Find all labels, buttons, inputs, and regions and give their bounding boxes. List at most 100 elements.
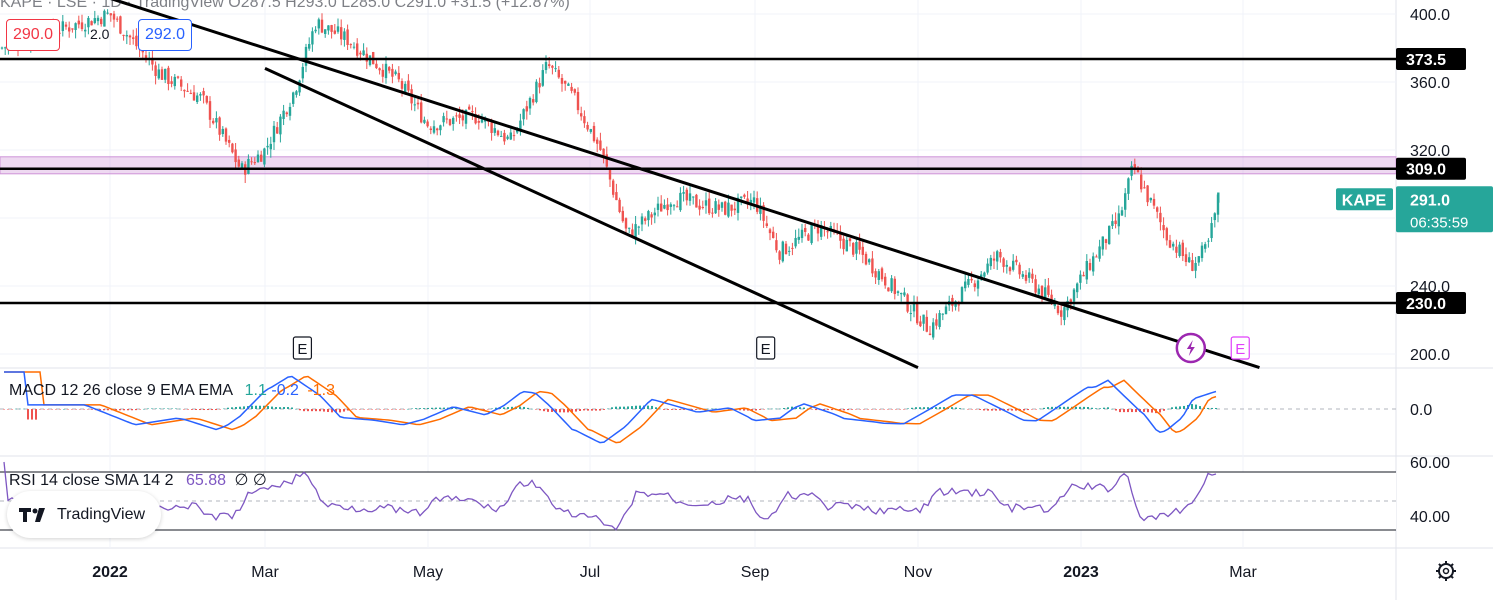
sell-price-button[interactable]: 290.0 xyxy=(6,19,61,51)
macd-legend[interactable]: MACD 12 26 close 9 EMA EMA 1.1 -0.2 -1.3 xyxy=(9,382,335,400)
candle-body xyxy=(752,197,756,203)
candle-body xyxy=(1028,272,1031,278)
candle-body xyxy=(298,80,301,93)
macd-hist-bar xyxy=(859,409,861,410)
candle-body xyxy=(666,204,669,211)
tradingview-logo-text: TradingView xyxy=(57,505,146,523)
candle-body xyxy=(1072,289,1076,302)
macd-hist-bar xyxy=(715,408,717,410)
candle-last xyxy=(1217,192,1220,203)
macd-hist-bar xyxy=(1199,406,1201,409)
candle-body xyxy=(352,46,356,48)
macd-hist-bar xyxy=(1119,409,1121,413)
macd-hist-bar xyxy=(935,407,937,409)
candle-body xyxy=(692,196,695,198)
candle-body xyxy=(682,192,685,194)
macd-hist-bar xyxy=(1031,409,1033,410)
candle-body xyxy=(1146,185,1149,203)
macd-hist-bar xyxy=(511,406,513,409)
candle-body xyxy=(1127,178,1130,194)
macd-hist-bar xyxy=(483,409,485,410)
time-axis-label: 2022 xyxy=(92,564,128,581)
candle-body xyxy=(304,46,308,66)
candle-body xyxy=(61,21,64,32)
candle-body xyxy=(772,231,775,238)
macd-hist-bar xyxy=(399,409,401,410)
macd-hist-bar xyxy=(151,408,153,410)
candle-body xyxy=(864,253,868,265)
macd-hist-bar xyxy=(991,409,993,411)
macd-hist-bar xyxy=(271,406,273,409)
macd-hist-bar xyxy=(1171,407,1173,409)
macd-hist-bar xyxy=(635,405,637,409)
macd-hist-bar xyxy=(759,409,761,410)
candle-body xyxy=(199,94,202,96)
candle-body xyxy=(1002,258,1005,267)
candle-body xyxy=(848,238,852,242)
macd-hist-bar xyxy=(559,409,561,413)
candle-body xyxy=(122,34,125,36)
macd-hist-bar xyxy=(251,405,253,409)
candle-body xyxy=(186,90,189,92)
macd-hist-bar xyxy=(871,409,873,410)
macd-hist-bar xyxy=(83,409,85,410)
candle-body xyxy=(269,143,272,150)
time-axis-label: Jul xyxy=(580,564,600,581)
candle-body xyxy=(919,321,922,327)
candle-body xyxy=(135,35,138,47)
tradingview-logo[interactable]: TradingView xyxy=(7,491,161,538)
macd-hist-bar xyxy=(63,409,65,410)
macd-hist-bar xyxy=(943,407,945,409)
rsi-legend[interactable]: RSI 14 close SMA 14 2 65.88 ∅ ∅ xyxy=(9,470,267,490)
macd-hist-bar xyxy=(1063,406,1065,409)
buy-price-button[interactable]: 292.0 xyxy=(138,19,193,51)
macd-hist-bar xyxy=(239,406,241,409)
macd-hist-bar xyxy=(1047,407,1049,409)
candle-body xyxy=(301,66,304,79)
macd-hist-bar xyxy=(791,406,793,409)
macd-hist-bar xyxy=(1059,406,1061,409)
macd-hist-bar xyxy=(23,408,25,410)
macd-hist-bar xyxy=(891,409,893,410)
horizontal-level-tag xyxy=(1396,157,1466,180)
macd-hist-bar xyxy=(775,408,777,410)
candle-body xyxy=(461,115,464,121)
macd-axis-label: 0.0 xyxy=(1410,402,1432,419)
macd-hist-bar xyxy=(411,408,413,409)
macd-hist-bar xyxy=(827,409,829,411)
macd-hist-bar xyxy=(1099,408,1101,409)
macd-hist-bar xyxy=(115,409,117,411)
macd-hist-bar xyxy=(395,409,397,410)
macd-hist-bar xyxy=(583,409,585,411)
candle-body xyxy=(711,212,714,214)
macd-hist-bar xyxy=(1207,407,1209,409)
macd-hist-bar xyxy=(71,409,73,410)
macd-hist-bar xyxy=(667,409,669,410)
candle-body xyxy=(1152,198,1156,206)
macd-hist-bar xyxy=(1051,406,1053,409)
macd-hist-bar xyxy=(907,408,909,409)
countdown-label: 06:35:59 xyxy=(1410,214,1468,231)
candle-body xyxy=(1130,165,1133,176)
resistance-zone xyxy=(0,156,1397,175)
candle-body xyxy=(932,322,935,338)
candle-body xyxy=(800,229,804,239)
rsi-extra-1: ∅ xyxy=(234,472,249,489)
horizontal-level-label: 309.0 xyxy=(1406,162,1446,179)
candle-body xyxy=(196,95,199,103)
macd-hist-bar xyxy=(475,409,477,410)
candle-body xyxy=(180,79,183,87)
candle-body xyxy=(1172,243,1175,247)
candle-body xyxy=(288,106,292,116)
settings-gear-icon[interactable] xyxy=(1436,561,1456,581)
candle-body xyxy=(1159,212,1162,223)
candle-body xyxy=(423,119,426,123)
macd-hist-bar xyxy=(387,409,389,410)
candle-body xyxy=(612,180,615,195)
candle-body xyxy=(778,251,781,260)
candle-body xyxy=(1050,294,1053,304)
candle-body xyxy=(1178,244,1181,256)
macd-hist-bar xyxy=(523,406,525,409)
candle-body xyxy=(128,35,132,38)
